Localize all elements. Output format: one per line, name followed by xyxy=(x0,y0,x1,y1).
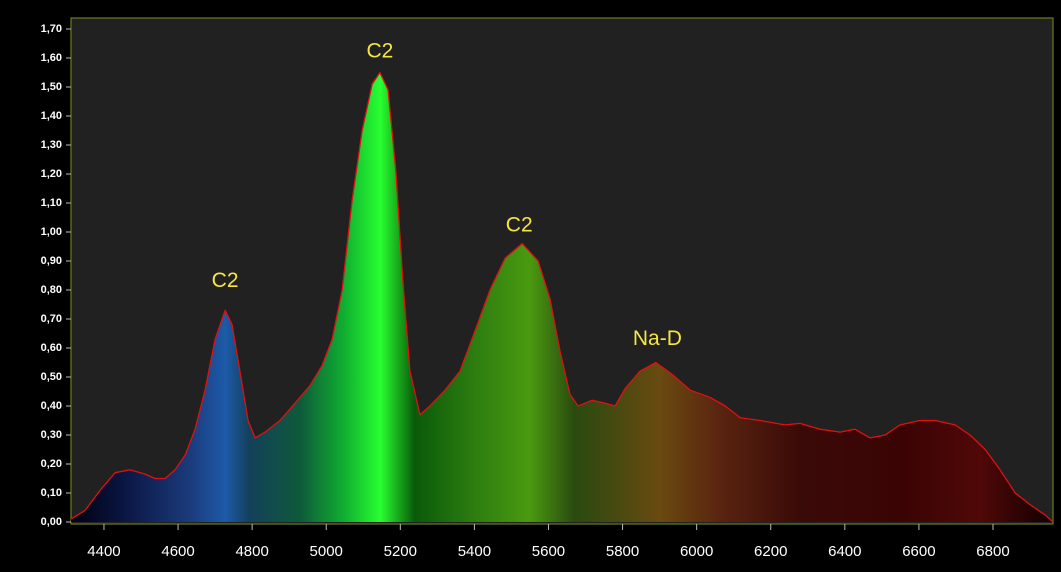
y-tick-label: 1,50 xyxy=(41,81,62,93)
y-tick-label: 1,70 xyxy=(41,23,62,35)
y-tick-label: 0,60 xyxy=(41,342,62,354)
y-tick-label: 1,20 xyxy=(41,168,62,180)
x-tick-label: 5000 xyxy=(310,543,343,560)
x-tick-label: 5800 xyxy=(606,543,639,560)
y-tick-label: 0,40 xyxy=(41,400,62,412)
x-tick-label: 4800 xyxy=(235,543,268,560)
x-tick-label: 6200 xyxy=(754,543,787,560)
x-tick-label: 6000 xyxy=(680,543,713,560)
y-tick-label: 0,10 xyxy=(41,487,62,499)
y-tick-label: 0,90 xyxy=(41,255,62,267)
y-tick-label: 0,00 xyxy=(41,516,62,528)
x-tick-label: 4600 xyxy=(161,543,194,560)
y-tick-label: 0,80 xyxy=(41,284,62,296)
y-tick-label: 0,70 xyxy=(41,313,62,325)
y-tick-label: 0,20 xyxy=(41,458,62,470)
y-tick-label: 1,40 xyxy=(41,110,62,122)
spectrum-line xyxy=(70,71,1054,523)
x-tick-label: 6600 xyxy=(902,543,935,560)
spectrum-area xyxy=(71,72,1053,522)
y-tick-label: 1,30 xyxy=(41,139,62,151)
y-tick-label: 1,00 xyxy=(41,226,62,238)
y-tick-label: 0,50 xyxy=(41,371,62,383)
annotation: C2 xyxy=(506,214,533,237)
y-tick-label: 1,60 xyxy=(41,52,62,64)
x-tick-label: 6400 xyxy=(828,543,861,560)
x-tick-label: 6800 xyxy=(976,543,1009,560)
x-tick-label: 5400 xyxy=(458,543,491,560)
x-tick-label: 5600 xyxy=(532,543,565,560)
annotation: C2 xyxy=(212,269,239,292)
annotation: C2 xyxy=(367,40,394,63)
plot-layer: 0,00 0,10 0,20 0,30 0,40 0,50 0,60 0,70 0,80 0,90… xyxy=(41,23,1054,560)
y-tick-label: 0,30 xyxy=(41,429,62,441)
x-tick-label: 4400 xyxy=(87,543,120,560)
annotation: Na-D xyxy=(633,327,682,350)
y-tick-label: 1,10 xyxy=(41,197,62,209)
x-tick-label: 5200 xyxy=(384,543,417,560)
